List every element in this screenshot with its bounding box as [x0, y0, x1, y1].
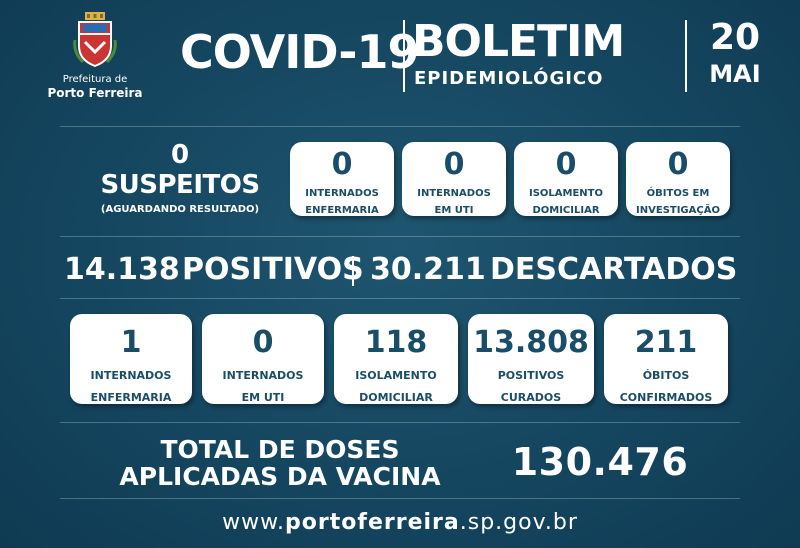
- card-label: INVESTIGAÇÃO: [636, 205, 720, 216]
- city-logo: Prefeitura de Porto Ferreira: [40, 12, 150, 100]
- card-label: INTERNADOS: [222, 369, 304, 382]
- website-prefix: www.: [222, 510, 286, 535]
- positive-card-enfermaria: 1 INTERNADOS ENFERMARIA: [70, 314, 192, 404]
- card-label: DOMICILIAR: [359, 391, 433, 404]
- card-value: 1: [120, 325, 142, 360]
- date-month: MAI: [709, 60, 761, 88]
- card-label: ENFERMARIA: [305, 205, 379, 216]
- card-label: INTERNADOS: [417, 188, 491, 199]
- card-label: ISOLAMENTO: [528, 188, 603, 199]
- date-day: 20: [709, 17, 761, 58]
- coat-of-arms-icon: [73, 12, 117, 68]
- card-value: 0: [252, 325, 274, 360]
- suspect-card-uti: 0 INTERNADOS EM UTI: [402, 142, 506, 216]
- vaccine-label-line2: APLICADAS DA VACINA: [119, 462, 441, 491]
- positive-card-obitos: 211 ÓBITOS CONFIRMADOS: [604, 314, 728, 404]
- positive-card-uti: 0 INTERNADOS EM UTI: [202, 314, 324, 404]
- date-divider: [685, 20, 687, 92]
- card-label: CONFIRMADOS: [619, 391, 713, 404]
- card-label: ÓBITOS EM: [646, 188, 710, 199]
- card-label: POSITIVOS: [497, 369, 565, 382]
- divider: [60, 298, 740, 299]
- suspect-card-obitos: 0 ÓBITOS EM INVESTIGAÇÃO: [626, 142, 730, 216]
- suspeitos-count: 0: [170, 140, 190, 170]
- card-value: 0: [667, 147, 689, 182]
- vaccine-total: 130.476: [511, 440, 689, 484]
- epidemiologico-subtitle: EPIDEMIOLÓGICO: [414, 68, 604, 89]
- card-value: 0: [443, 147, 465, 182]
- totals-divider: [352, 256, 354, 286]
- card-label: DOMICILIAR: [532, 205, 600, 216]
- suspeitos-label: SUSPEITOS: [100, 170, 260, 200]
- website-link[interactable]: www.portoferreira.sp.gov.br: [0, 508, 800, 538]
- descartados-value: 30.211: [370, 252, 486, 287]
- card-label: INTERNADOS: [90, 369, 172, 382]
- card-label: ENFERMARIA: [90, 391, 172, 404]
- card-value: 118: [364, 325, 428, 360]
- divider: [60, 236, 740, 237]
- card-value: 211: [634, 325, 698, 360]
- descartados-label: DESCARTADOS: [490, 252, 738, 287]
- positivos-label: POSITIVOS: [182, 252, 364, 287]
- card-value: 13.808: [473, 325, 589, 360]
- divider: [60, 126, 740, 127]
- positive-card-curados: 13.808 POSITIVOS CURADOS: [468, 314, 594, 404]
- website-domain: portoferreira: [285, 510, 460, 535]
- card-label: CURADOS: [500, 391, 562, 404]
- card-label: INTERNADOS: [305, 188, 379, 199]
- divider: [60, 422, 740, 423]
- covid-title: COVID-19: [180, 25, 419, 79]
- suspeitos-subtitle: (AGUARDANDO RESULTADO): [100, 204, 260, 215]
- logo-line2: Porto Ferreira: [47, 86, 143, 100]
- card-label: ISOLAMENTO: [355, 369, 437, 382]
- vaccine-label-line1: TOTAL DE DOSES: [160, 435, 400, 464]
- card-label: EM UTI: [434, 205, 474, 216]
- suspect-card-isolamento: 0 ISOLAMENTO DOMICILIAR: [514, 142, 618, 216]
- card-value: 0: [555, 147, 577, 182]
- positive-card-isolamento: 118 ISOLAMENTO DOMICILIAR: [334, 314, 458, 404]
- card-value: 0: [331, 147, 353, 182]
- website-suffix: .sp.gov.br: [459, 510, 578, 535]
- logo-line1: Prefeitura de: [62, 74, 128, 85]
- divider: [60, 498, 740, 499]
- header-divider: [403, 20, 405, 92]
- boletim-title: BOLETIM: [412, 16, 625, 67]
- card-label: EM UTI: [241, 391, 285, 404]
- suspect-card-enfermaria: 0 INTERNADOS ENFERMARIA: [290, 142, 394, 216]
- vaccine-label: TOTAL DE DOSES APLICADAS DA VACINA: [110, 436, 450, 490]
- card-label: ÓBITOS: [642, 369, 690, 382]
- positivos-value: 14.138: [64, 252, 180, 287]
